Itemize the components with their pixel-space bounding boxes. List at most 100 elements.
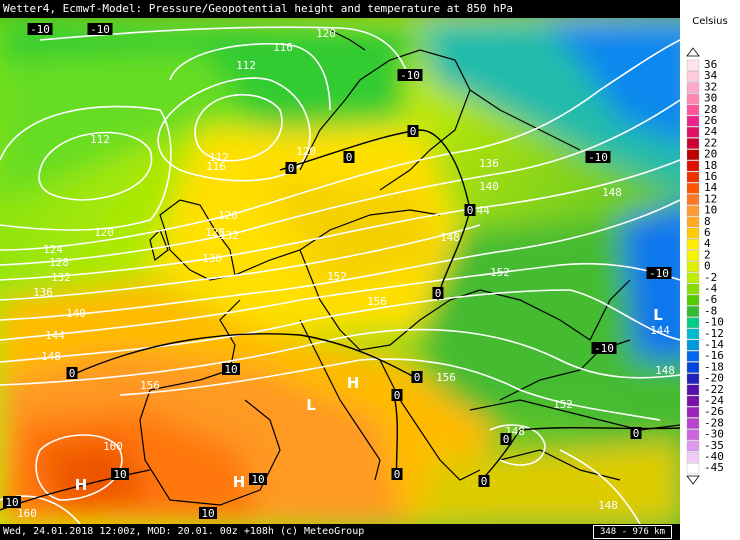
isotherm-label-box: [464, 204, 476, 216]
legend-label: 16: [704, 170, 717, 183]
isotherm-label-text: 0: [288, 162, 295, 175]
legend-label: -18: [704, 360, 724, 373]
pressure-system-markers: L H H H L: [75, 306, 664, 494]
geopotential-label: 160: [103, 440, 123, 453]
isotherm-label-box: [285, 162, 297, 174]
legend-swatch: [686, 418, 700, 429]
geopotential-label: 140: [66, 307, 86, 320]
isotherm-label: -10: [397, 69, 423, 82]
geopotential-label: 136: [33, 286, 53, 299]
legend-swatch: [686, 272, 700, 284]
legend-swatch: [686, 160, 700, 172]
weather-map: 120 116 112 112 112 116 120 120 124 128 132 136 126 1…: [0, 18, 680, 524]
legend-label: 36: [704, 58, 717, 71]
legend-label: -16: [704, 349, 724, 362]
legend-label: 24: [704, 125, 718, 138]
run-info-bar: Wed, 24.01.2018 12:00z, MOD: 20.01. 00z …: [0, 524, 680, 540]
geopotential-label: 126: [218, 209, 238, 222]
legend-label: 10: [704, 204, 717, 217]
high-pressure-marker: H: [233, 473, 246, 491]
geopotential-label: 152: [553, 398, 573, 411]
temperature-legend: Celsius 36 34 32 30 28 26 24 22 20 18 16 14 12 10 8 6 4 2…: [680, 0, 740, 540]
legend-label: -40: [704, 450, 724, 463]
coastlines: [139, 29, 680, 506]
isotherm-label-text: 0: [435, 287, 442, 300]
isotherm-label: 0: [285, 162, 297, 175]
legend-label: -6: [704, 293, 717, 306]
legend-label: -45: [704, 461, 724, 474]
geopotential-label: 112: [90, 133, 110, 146]
geopotential-label: 112: [209, 151, 229, 164]
legend-label: 4: [704, 237, 711, 250]
geopotential-label: 136: [202, 252, 222, 265]
legend-swatch: [686, 227, 700, 239]
isotherm-label-box: [3, 496, 21, 508]
geopotential-label: 132: [51, 271, 71, 284]
legend-label: 2: [704, 248, 711, 261]
isotherm-label-text: 10: [5, 496, 18, 509]
legend-swatch: [686, 149, 700, 160]
isotherm-label: 10: [3, 496, 21, 509]
legend-label: 32: [704, 80, 717, 93]
legend-label: 26: [704, 114, 717, 127]
legend-swatch: [686, 93, 700, 104]
legend-swatch: [686, 205, 700, 216]
run-info: Wed, 24.01.2018 12:00z, MOD: 20.01. 00z …: [3, 526, 365, 537]
legend-swatch: [686, 283, 700, 295]
legend-label: 8: [704, 215, 711, 228]
map-title: Wetter4, Ecmwf-Model: Pressure/Geopotent…: [0, 0, 680, 18]
isobars: [0, 26, 680, 524]
isotherm-label-box: [591, 342, 617, 354]
legend-swatch: [686, 463, 700, 474]
isotherm-label-text: 0: [410, 125, 417, 138]
isotherm-label-box: [585, 151, 611, 163]
isotherm-label-box: [343, 151, 355, 163]
legend-label: -8: [704, 304, 717, 317]
isotherm-label-box: [646, 267, 672, 279]
isotherm-label: -10: [27, 23, 53, 36]
legend-swatch: [686, 261, 700, 272]
geopotential-label: 148: [655, 364, 675, 377]
isotherm-label: 0: [66, 367, 78, 380]
legend-label: -35: [704, 439, 724, 452]
geopotential-label: 128: [205, 226, 225, 239]
geopotential-label: 132: [219, 229, 239, 242]
legend-label: -24: [704, 394, 724, 407]
legend-swatch: [686, 384, 700, 396]
legend-label: -2: [704, 271, 717, 284]
legend-label: 30: [704, 92, 717, 105]
isotherm-label-box: [66, 367, 78, 379]
legend-up-arrow-icon: [686, 47, 700, 57]
legend-swatch: [686, 250, 700, 261]
isotherm-label-text: -10: [400, 69, 420, 82]
isotherm-label: 0: [432, 287, 444, 300]
isotherm-label-box: [407, 125, 419, 137]
legend-swatch: [686, 171, 700, 183]
isotherm-label: -10: [87, 23, 113, 36]
legend-label: -4: [704, 282, 718, 295]
legend-label: -26: [704, 405, 724, 418]
legend-swatch: [686, 115, 700, 127]
legend-swatch: [686, 429, 700, 440]
legend-swatch: [686, 328, 700, 340]
geopotential-label: 148: [440, 231, 460, 244]
isotherm-label: -10: [585, 151, 611, 164]
legend-swatch: [686, 395, 700, 407]
legend-swatch: [686, 317, 700, 328]
isotherm-label-box: [111, 468, 129, 480]
legend-swatch: [686, 373, 700, 384]
geopotential-label: 120: [94, 226, 114, 239]
isotherm-label-text: 10: [201, 507, 214, 520]
geopotential-label: 112: [236, 59, 256, 72]
high-pressure-marker: H: [75, 476, 88, 494]
legend-label: 0: [704, 260, 711, 273]
geopotential-label: 120: [316, 27, 336, 40]
geopotential-label: 160: [17, 507, 37, 520]
legend-swatch: [686, 104, 700, 116]
legend-label: -30: [704, 428, 724, 441]
legend-scale: 363432302826242220181614121086420-2-4-6-…: [686, 47, 724, 485]
legend-swatch: [686, 59, 700, 71]
legend-label: 6: [704, 226, 711, 239]
isotherm-label-text: 0: [394, 389, 401, 402]
